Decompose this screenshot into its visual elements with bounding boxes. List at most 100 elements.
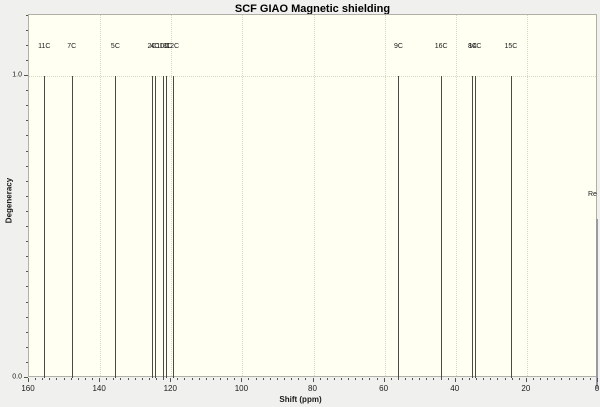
peak-label: 16C — [434, 43, 448, 50]
x-minor-tick — [348, 378, 350, 380]
x-minor-tick — [404, 378, 406, 380]
x-minor-tick — [397, 378, 399, 380]
x-minor-tick — [70, 378, 72, 380]
y-minor-tick — [26, 361, 28, 363]
peak-label: 10C — [156, 43, 170, 50]
x-gridline — [526, 15, 528, 376]
x-minor-tick — [504, 378, 506, 380]
peak-label: 2C — [147, 43, 157, 50]
x-minor-tick — [390, 378, 392, 380]
x-minor-tick — [120, 378, 122, 380]
x-minor-tick — [532, 378, 534, 380]
chart-title: SCF GIAO Magnetic shielding — [234, 3, 391, 15]
x-minor-tick — [56, 378, 58, 380]
x-minor-tick — [113, 378, 115, 380]
y-minor-tick — [26, 29, 28, 31]
x-major-tick — [170, 378, 172, 382]
x-major-tick — [525, 378, 527, 382]
peak-label: 7C — [67, 43, 77, 50]
x-minor-tick — [127, 378, 129, 380]
x-minor-tick — [468, 378, 470, 380]
x-minor-tick — [191, 378, 193, 380]
y-minor-tick — [26, 120, 28, 122]
x-major-tick — [454, 378, 456, 382]
x-minor-tick — [447, 378, 449, 380]
x-minor-tick — [262, 378, 264, 380]
peak-label: 15C — [504, 43, 518, 50]
y-major-tick — [24, 75, 28, 76]
x-minor-tick — [568, 378, 570, 380]
peak-line — [115, 76, 117, 378]
y-minor-tick — [26, 301, 28, 303]
peak-line — [510, 76, 512, 378]
y-minor-tick — [26, 241, 28, 243]
peak-line — [71, 76, 73, 378]
x-minor-tick — [575, 378, 577, 380]
x-minor-tick — [205, 378, 207, 380]
y-minor-tick — [26, 90, 28, 92]
y-tick-label: 1.0 — [12, 71, 22, 79]
y-minor-tick — [26, 105, 28, 107]
peak-label: 13C — [159, 43, 172, 50]
x-minor-tick — [376, 378, 378, 380]
x-minor-tick — [35, 378, 37, 380]
peak-line — [44, 76, 46, 378]
x-gridline — [455, 15, 457, 376]
x-minor-tick — [234, 378, 236, 380]
peak-label: 8C — [467, 43, 477, 50]
y-minor-tick — [26, 226, 28, 227]
x-gridline — [171, 15, 173, 376]
x-minor-tick — [518, 378, 520, 380]
peak-label: 12C — [166, 43, 180, 50]
y-minor-tick — [26, 256, 28, 258]
x-gridline — [313, 15, 315, 376]
x-minor-tick — [582, 378, 584, 380]
y-axis-label: Degeneracy — [4, 177, 14, 224]
y-minor-tick — [26, 59, 28, 61]
x-minor-tick — [156, 378, 158, 380]
x-minor-tick — [106, 378, 108, 380]
x-gridline — [242, 15, 244, 376]
x-minor-tick — [248, 378, 250, 380]
x-minor-tick — [163, 378, 165, 380]
x-tick-label: 80 — [308, 384, 317, 393]
peak-line — [472, 76, 474, 378]
x-minor-tick — [461, 378, 463, 380]
x-tick-label: 0 — [594, 384, 600, 393]
y-minor-tick — [26, 165, 28, 167]
x-tick-label: 20 — [521, 384, 531, 393]
y-minor-tick — [26, 271, 28, 273]
x-minor-tick — [589, 378, 591, 380]
peak-label: 9C — [394, 43, 403, 50]
plot-area[interactable]: 11C 7C 5C 2C 4C 10C 13C 12C 9C 16C 8C 14C 15C — [28, 14, 597, 378]
x-major-tick — [28, 378, 29, 382]
x-minor-tick — [369, 378, 371, 380]
peak-line — [172, 76, 174, 378]
y-minor-tick — [26, 180, 28, 182]
x-minor-tick — [227, 378, 229, 380]
y-minor-tick — [26, 14, 28, 16]
x-minor-tick — [419, 378, 421, 380]
x-minor-tick — [220, 378, 222, 380]
peak-label: 11C — [38, 43, 51, 50]
x-major-tick — [241, 378, 243, 382]
peak-line — [152, 76, 154, 378]
x-minor-tick — [476, 378, 478, 380]
window-edge-line — [596, 219, 598, 389]
peak-label: 5C — [110, 43, 120, 50]
x-minor-tick — [497, 378, 499, 380]
x-minor-tick — [319, 378, 321, 380]
x-minor-tick — [433, 378, 435, 380]
x-major-tick — [597, 378, 598, 382]
peak-line — [398, 76, 400, 378]
x-minor-tick — [483, 378, 485, 380]
x-minor-tick — [198, 378, 200, 380]
x-minor-tick — [540, 378, 542, 380]
x-minor-tick — [276, 378, 278, 380]
x-minor-tick — [63, 378, 65, 380]
y-minor-tick — [26, 210, 28, 212]
x-minor-tick — [326, 378, 328, 380]
x-minor-tick — [511, 378, 513, 380]
x-gridline — [100, 15, 102, 376]
